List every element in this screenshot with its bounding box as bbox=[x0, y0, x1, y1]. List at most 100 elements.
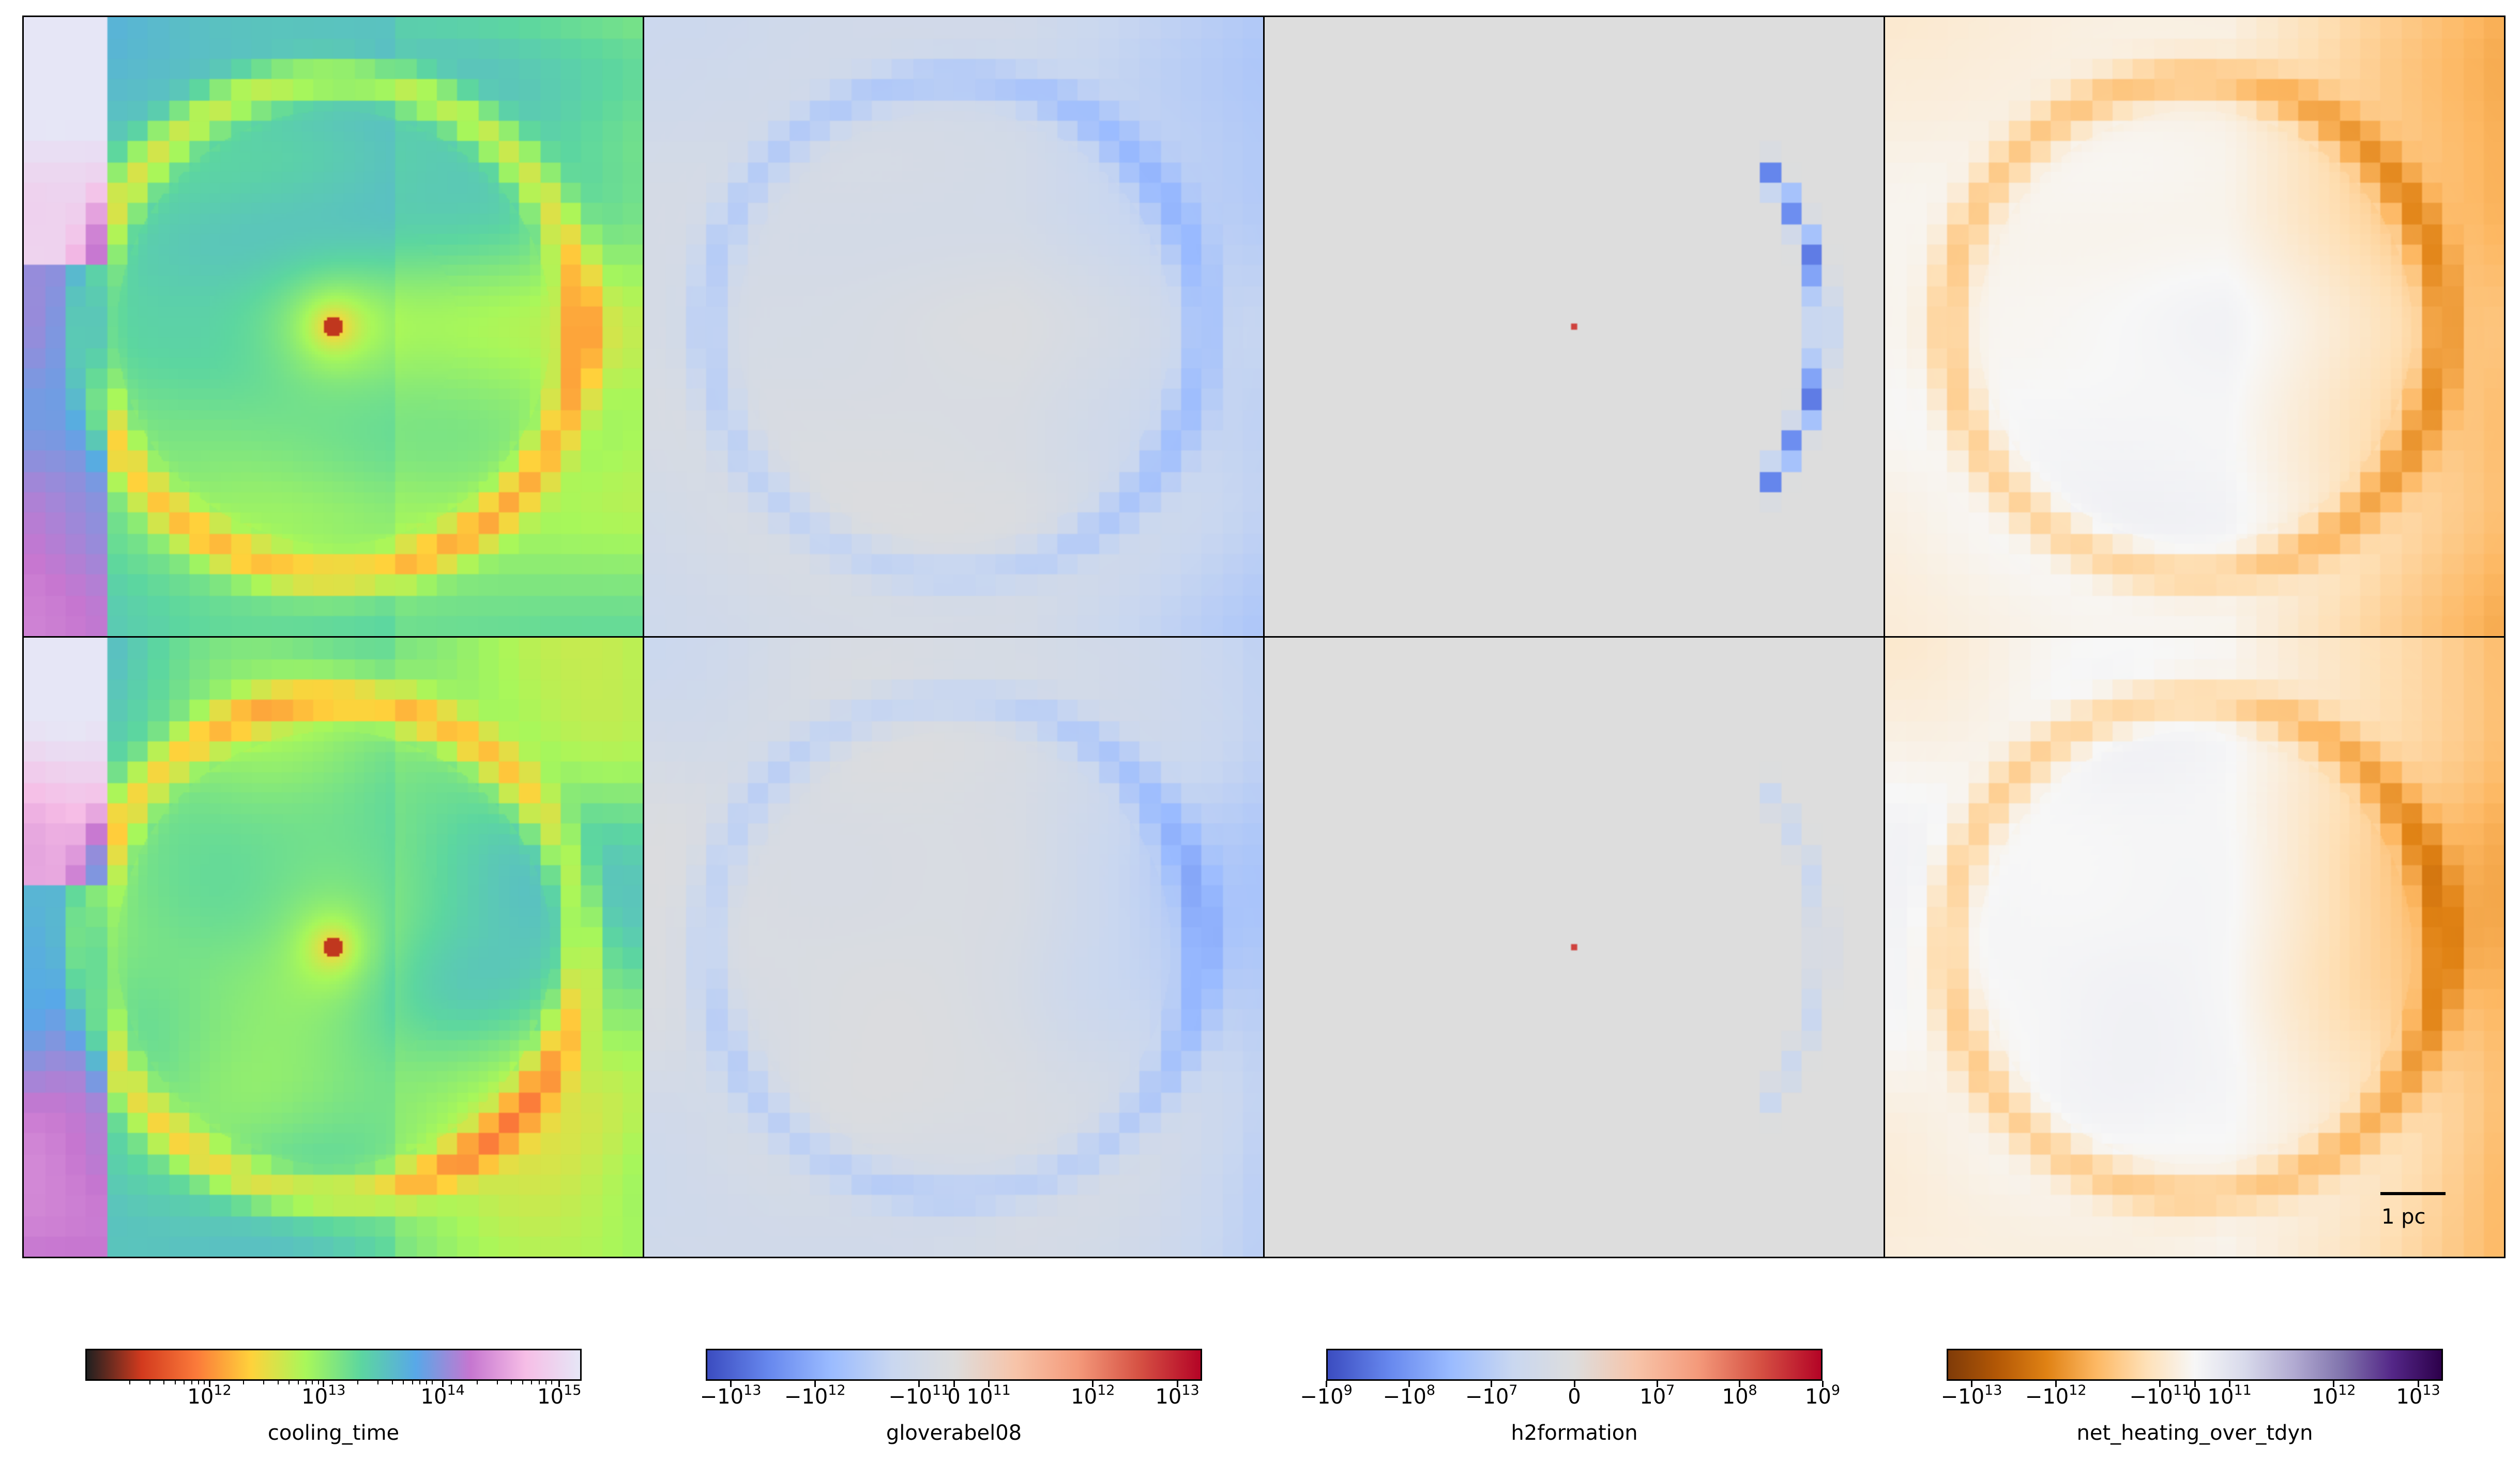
colorbar-minor-tick bbox=[184, 1381, 185, 1384]
colorbar-tick-mark bbox=[1970, 1381, 1972, 1387]
panel-net-heating-bottom bbox=[1884, 636, 2506, 1258]
colorbar-tick-mark bbox=[2055, 1381, 2057, 1387]
colorbar-tick-mark bbox=[1408, 1381, 1410, 1387]
colorbar-minor-tick bbox=[496, 1381, 498, 1384]
heatmap-cooling-time-bottom bbox=[24, 638, 643, 1257]
colorbar-label: h2formation bbox=[1511, 1421, 1638, 1445]
colorbar-tick-mark bbox=[442, 1381, 444, 1387]
heatmap-net-heating-top bbox=[1885, 17, 2504, 636]
colorbar-tick-mark bbox=[1821, 1381, 1824, 1387]
colorbar-tick-mark bbox=[814, 1381, 816, 1387]
heatmap-cooling-time-top bbox=[24, 17, 643, 636]
colorbar-tick-label: −108 bbox=[1383, 1382, 1436, 1409]
colorbar-minor-tick bbox=[317, 1381, 319, 1384]
colorbar-tick-mark bbox=[1325, 1381, 1327, 1387]
colorbar-gradient bbox=[85, 1349, 582, 1381]
heatmap-h2formation-bottom bbox=[1265, 638, 1884, 1257]
colorbar-tick-label: 0 bbox=[2188, 1385, 2202, 1409]
colorbar-tick-mark bbox=[1176, 1381, 1178, 1387]
colorbar-tick-mark bbox=[1092, 1381, 1094, 1387]
colorbar-minor-tick bbox=[426, 1381, 428, 1384]
colorbar-tick-mark bbox=[208, 1381, 210, 1387]
panel-h2formation-bottom bbox=[1263, 636, 1885, 1258]
colorbar-minor-tick bbox=[305, 1381, 307, 1384]
scale-bar-label: 1 pc bbox=[2381, 1205, 2426, 1229]
colorbar-minor-tick bbox=[391, 1381, 393, 1384]
colorbar-tick-mark bbox=[988, 1381, 990, 1387]
colorbar-minor-tick bbox=[149, 1381, 150, 1384]
colorbar-tick-label: −1013 bbox=[700, 1382, 762, 1409]
colorbar-minor-tick bbox=[163, 1381, 165, 1384]
colorbar-minor-tick bbox=[545, 1381, 546, 1384]
colorbar-minor-tick bbox=[129, 1381, 130, 1384]
colorbar-tick-label: 0 bbox=[1568, 1385, 1581, 1409]
colorbar-tick-label: 1013 bbox=[2396, 1382, 2440, 1409]
colorbar-minor-tick bbox=[263, 1381, 265, 1384]
colorbar-minor-tick bbox=[412, 1381, 413, 1384]
colorbar-minor-tick bbox=[377, 1381, 379, 1384]
colorbar-tick-label: 107 bbox=[1639, 1382, 1675, 1409]
colorbar-minor-tick bbox=[419, 1381, 421, 1384]
colorbar-tick-mark bbox=[1491, 1381, 1493, 1387]
panel-cooling-time-top bbox=[22, 16, 644, 638]
colorbar-tick-mark bbox=[558, 1381, 560, 1387]
colorbar-minor-tick bbox=[191, 1381, 192, 1384]
colorbar-tick-mark bbox=[953, 1381, 955, 1387]
panel-gloverabel08-top bbox=[643, 16, 1265, 638]
panel-h2formation-top bbox=[1263, 16, 1885, 638]
colorbar-gradient bbox=[1326, 1349, 1823, 1381]
colorbar-tick-mark bbox=[1739, 1381, 1741, 1387]
colorbar-tick-label: 1011 bbox=[966, 1382, 1011, 1409]
colorbar-minor-tick bbox=[297, 1381, 299, 1384]
scale-bar bbox=[2380, 1192, 2446, 1195]
colorbar-tick-label: 1012 bbox=[1071, 1382, 1115, 1409]
colorbar-tick-mark bbox=[2228, 1381, 2230, 1387]
colorbar-tick-label: 1014 bbox=[420, 1382, 465, 1409]
colorbar-minor-tick bbox=[174, 1381, 176, 1384]
panel-gloverabel08-bottom bbox=[643, 636, 1265, 1258]
colorbar-tick-mark bbox=[1656, 1381, 1658, 1387]
colorbar-tick-label: 0 bbox=[947, 1385, 961, 1409]
colorbar-minor-tick bbox=[522, 1381, 523, 1384]
colorbar-tick-label: −109 bbox=[1300, 1382, 1353, 1409]
colorbar-tick-label: 108 bbox=[1722, 1382, 1757, 1409]
colorbar-minor-tick bbox=[476, 1381, 478, 1384]
colorbar-tick-label: −1013 bbox=[1940, 1382, 2002, 1409]
panel-cooling-time-bottom bbox=[22, 636, 644, 1258]
colorbar-tick-label: −1011 bbox=[2129, 1382, 2191, 1409]
colorbar-minor-tick bbox=[312, 1381, 313, 1384]
colorbar-label: net_heating_over_tdyn bbox=[2076, 1421, 2313, 1445]
colorbar-tick-label: −1012 bbox=[2025, 1382, 2087, 1409]
colorbar-tick-mark bbox=[918, 1381, 920, 1387]
heatmap-h2formation-top bbox=[1265, 17, 1884, 636]
colorbar-gradient bbox=[1947, 1349, 2443, 1381]
colorbar-tick-mark bbox=[323, 1381, 325, 1387]
colorbar-tick-label: −1011 bbox=[888, 1382, 950, 1409]
colorbar-minor-tick bbox=[403, 1381, 404, 1384]
colorbar-tick-mark bbox=[730, 1381, 732, 1387]
colorbar-tick-label: 1011 bbox=[2207, 1382, 2252, 1409]
colorbar-minor-tick bbox=[511, 1381, 512, 1384]
colorbar-tick-mark bbox=[2194, 1381, 2196, 1387]
colorbar-minor-tick bbox=[203, 1381, 205, 1384]
colorbar-tick-label: 1013 bbox=[1155, 1382, 1200, 1409]
colorbar-minor-tick bbox=[531, 1381, 533, 1384]
heatmap-net-heating-bottom bbox=[1885, 638, 2504, 1257]
panel-net-heating-top bbox=[1884, 16, 2506, 638]
colorbar-tick-label: 1015 bbox=[537, 1382, 582, 1409]
colorbar-label: cooling_time bbox=[267, 1421, 400, 1445]
heatmap-gloverabel08-bottom bbox=[644, 638, 1263, 1257]
colorbar-tick-mark bbox=[1573, 1381, 1575, 1387]
colorbar-tick-label: −1012 bbox=[784, 1382, 846, 1409]
colorbar-minor-tick bbox=[277, 1381, 279, 1384]
colorbar-minor-tick bbox=[538, 1381, 540, 1384]
colorbar-minor-tick bbox=[357, 1381, 359, 1384]
colorbar-tick-mark bbox=[2417, 1381, 2419, 1387]
colorbar-tick-label: 109 bbox=[1804, 1382, 1841, 1409]
colorbar-tick-label: 1012 bbox=[187, 1382, 232, 1409]
colorbar-tick-label: 1013 bbox=[301, 1382, 346, 1409]
colorbar-minor-tick bbox=[432, 1381, 433, 1384]
colorbar-minor-tick bbox=[551, 1381, 552, 1384]
heatmap-gloverabel08-top bbox=[644, 17, 1263, 636]
colorbar-tick-label: −107 bbox=[1465, 1382, 1518, 1409]
